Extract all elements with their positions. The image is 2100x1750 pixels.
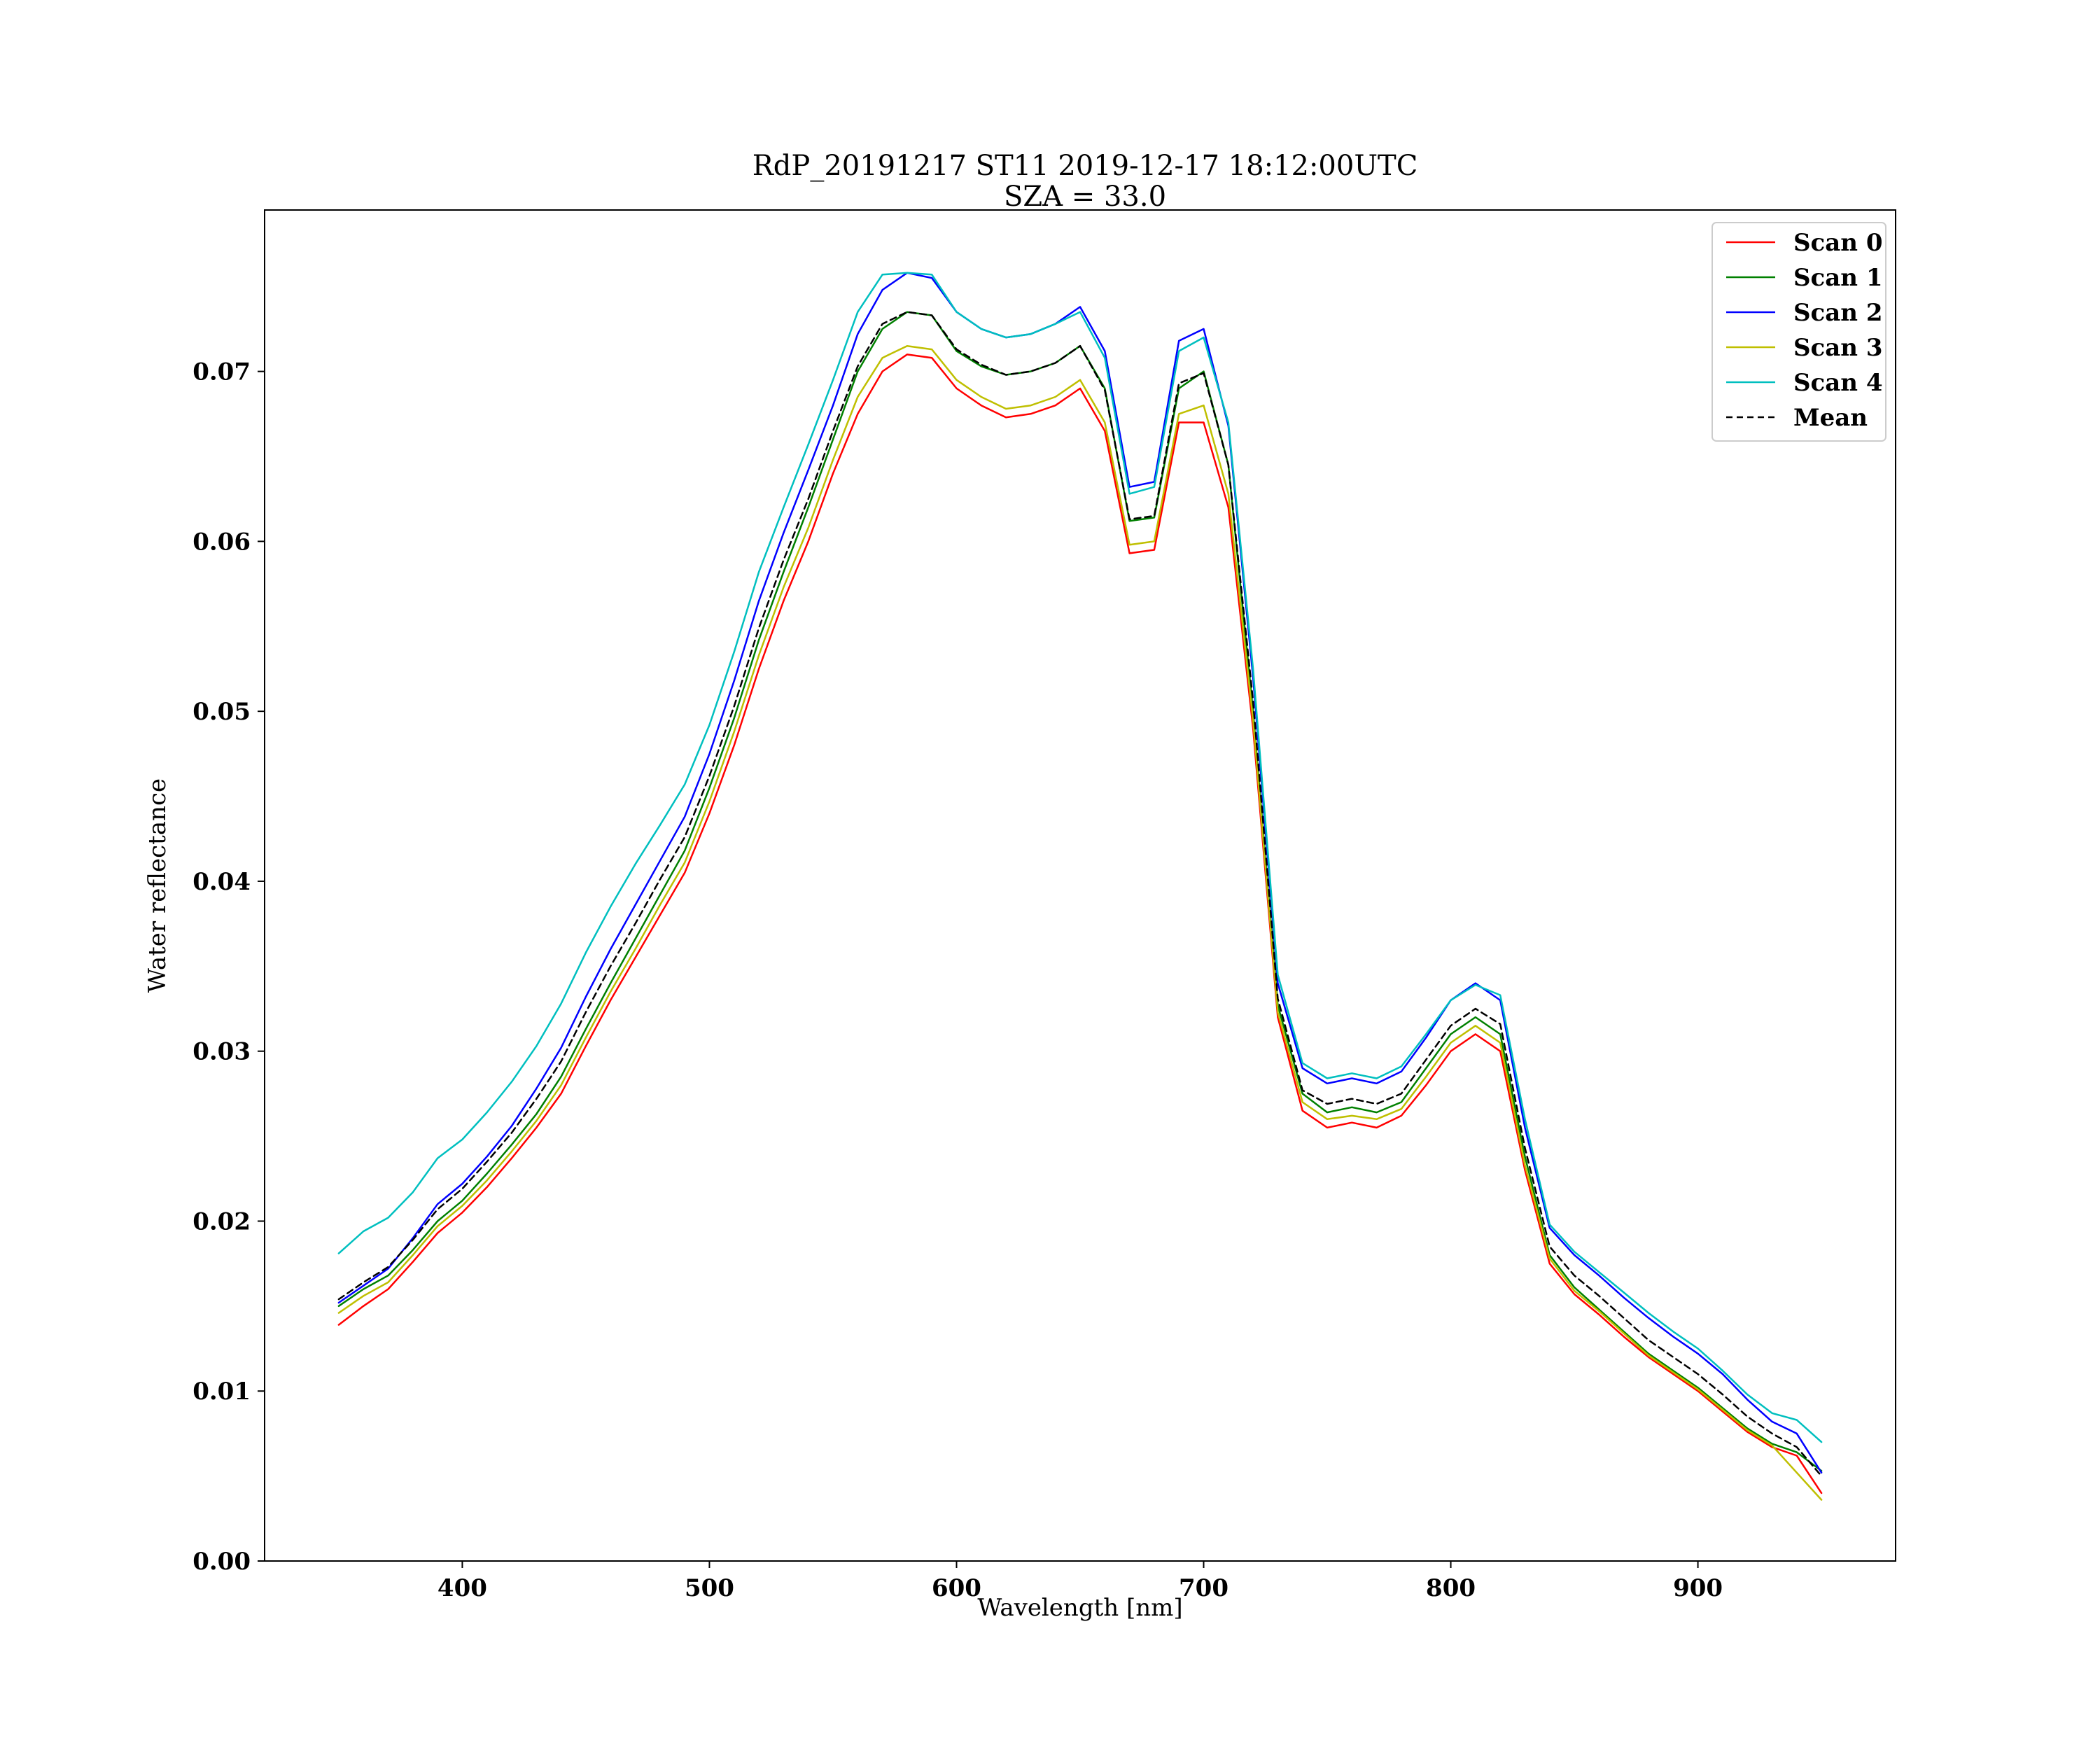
y-tick-label: 0.07 bbox=[192, 358, 251, 386]
y-tick-label: 0.03 bbox=[192, 1038, 251, 1066]
plot-frame bbox=[264, 209, 1896, 1562]
series-layer bbox=[337, 272, 1823, 1501]
legend-label: Scan 0 bbox=[1793, 229, 1883, 257]
x-tick-label: 500 bbox=[685, 1574, 734, 1602]
plot-area bbox=[264, 209, 1896, 1562]
legend-label: Scan 3 bbox=[1793, 334, 1883, 362]
series-line-scan-3 bbox=[337, 344, 1823, 1501]
legend-label: Scan 1 bbox=[1793, 264, 1883, 292]
series-line-mean bbox=[337, 311, 1823, 1477]
legend-entry: Scan 4 bbox=[1726, 369, 1883, 397]
y-tick-label: 0.04 bbox=[192, 868, 251, 896]
legend-label: Scan 4 bbox=[1793, 369, 1883, 397]
x-tick-label: 800 bbox=[1426, 1574, 1476, 1602]
y-axis: 0.00 0.01 0.02 0.03 0.04 0.05 0.06 0.07 bbox=[192, 358, 265, 1576]
y-tick-label: 0.06 bbox=[192, 528, 251, 556]
x-tick-label: 700 bbox=[1179, 1574, 1228, 1602]
legend-entry: Scan 1 bbox=[1726, 264, 1883, 292]
x-axis: 400 500 600 700 800 900 bbox=[438, 1561, 1723, 1602]
y-tick-label: 0.01 bbox=[192, 1378, 251, 1406]
y-tick-label: 0.02 bbox=[192, 1208, 251, 1236]
legend: Scan 0 Scan 1 Scan 2 Scan 3 Scan 4 Mean bbox=[1712, 222, 1886, 442]
x-tick-label: 600 bbox=[932, 1574, 981, 1602]
legend-entry: Scan 3 bbox=[1726, 334, 1883, 362]
series-line-scan-2 bbox=[337, 272, 1823, 1474]
x-tick-label: 400 bbox=[438, 1574, 487, 1602]
y-tick-label: 0.00 bbox=[192, 1548, 251, 1576]
legend-entry: Scan 0 bbox=[1726, 229, 1883, 257]
chart-subtitle: SZA = 33.0 bbox=[1004, 181, 1166, 213]
legend-label: Scan 2 bbox=[1793, 299, 1883, 327]
x-tick-label: 900 bbox=[1673, 1574, 1723, 1602]
series-line-scan-4 bbox=[337, 272, 1823, 1443]
series-line-scan-0 bbox=[337, 354, 1823, 1494]
legend-label: Mean bbox=[1793, 404, 1868, 432]
chart-title: RdP_20191217 ST11 2019-12-17 18:12:00UTC bbox=[752, 150, 1418, 182]
legend-entry: Mean bbox=[1726, 404, 1868, 432]
y-axis-label: Water reflectance bbox=[144, 778, 172, 993]
legend-entry: Scan 2 bbox=[1726, 299, 1883, 327]
y-tick-label: 0.05 bbox=[192, 698, 251, 726]
x-axis-label: Wavelength [nm] bbox=[977, 1594, 1182, 1622]
